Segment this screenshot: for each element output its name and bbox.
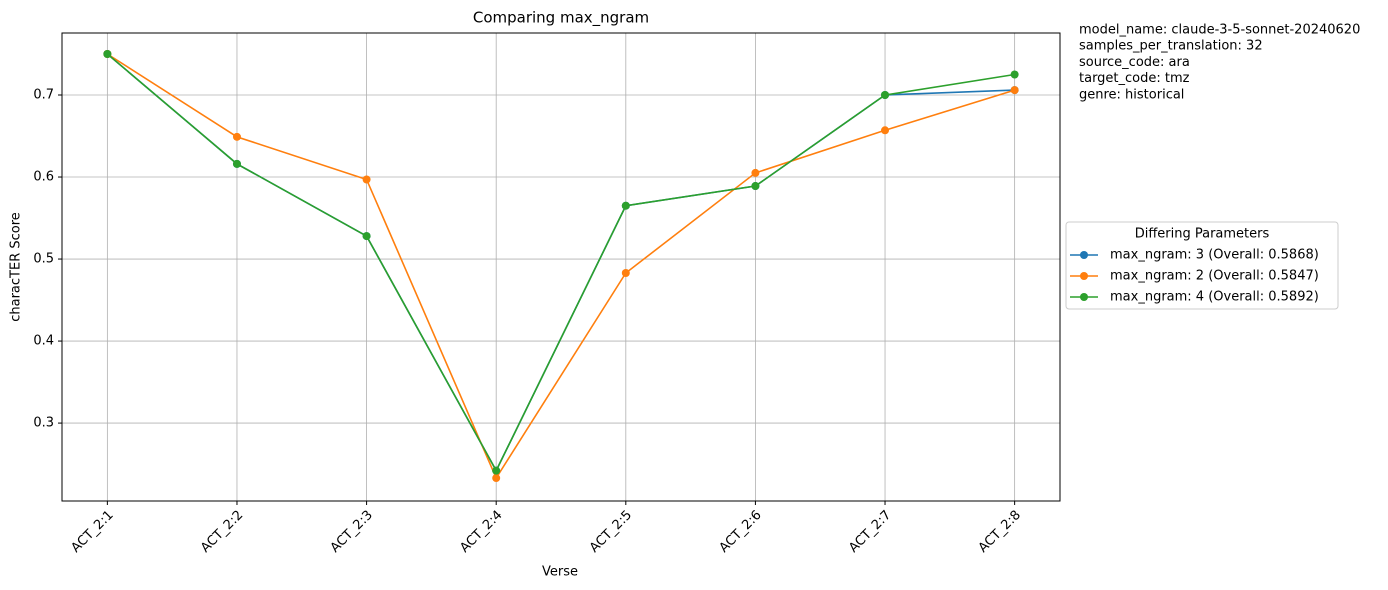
chart-title: Comparing max_ngram	[473, 9, 649, 28]
legend-label: max_ngram: 4 (Overall: 0.5892)	[1110, 290, 1319, 305]
data-point	[881, 91, 890, 100]
data-point	[751, 168, 760, 177]
x-tick-label: ACT_2:7	[846, 508, 894, 556]
data-point	[751, 182, 760, 191]
x-tick-label: ACT_2:1	[69, 508, 117, 556]
data-point	[492, 474, 501, 483]
legend-label: max_ngram: 2 (Overall: 0.5847)	[1110, 269, 1319, 284]
data-point	[1010, 70, 1019, 79]
legend-title: Differing Parameters	[1135, 227, 1270, 242]
annotation: model_name: claude-3-5-sonnet-20240620	[1079, 23, 1360, 38]
annotation: source_code: ara	[1079, 55, 1190, 70]
y-tick-label: 0.6	[33, 170, 54, 185]
series-line	[106, 53, 1015, 473]
data-point	[881, 126, 890, 135]
x-tick-label: ACT_2:6	[717, 508, 765, 556]
annotation: target_code: tmz	[1079, 71, 1190, 86]
data-point	[492, 466, 501, 475]
data-point	[1010, 86, 1019, 95]
annotation: samples_per_translation: 32	[1079, 39, 1263, 54]
x-tick-label: ACT_2:8	[976, 508, 1024, 556]
y-tick-label: 0.5	[33, 252, 54, 267]
data-point	[621, 201, 630, 210]
annotation: genre: historical	[1079, 87, 1184, 102]
data-point	[362, 232, 371, 241]
legend-marker	[1080, 272, 1088, 280]
y-tick-label: 0.3	[33, 416, 54, 431]
y-axis-label: characTER Score	[9, 212, 24, 322]
legend-marker	[1080, 293, 1088, 301]
y-tick-label: 0.4	[33, 334, 54, 349]
x-tick-label: ACT_2:2	[198, 508, 246, 556]
series-line	[106, 53, 1015, 480]
series-line	[106, 53, 1015, 473]
x-tick-label: ACT_2:3	[328, 508, 376, 556]
data-point	[621, 268, 630, 277]
data-point	[232, 132, 241, 141]
x-tick-label: ACT_2:5	[587, 508, 635, 556]
x-axis-label: Verse	[542, 565, 578, 580]
data-point	[103, 49, 112, 58]
plot-frame	[61, 32, 1061, 502]
legend-marker	[1080, 251, 1088, 259]
y-tick-label: 0.7	[33, 88, 54, 103]
data-point	[362, 175, 371, 184]
x-tick-label: ACT_2:4	[457, 508, 505, 556]
data-point	[232, 159, 241, 168]
legend-label: max_ngram: 3 (Overall: 0.5868)	[1110, 248, 1319, 263]
legend-box	[1065, 221, 1339, 310]
